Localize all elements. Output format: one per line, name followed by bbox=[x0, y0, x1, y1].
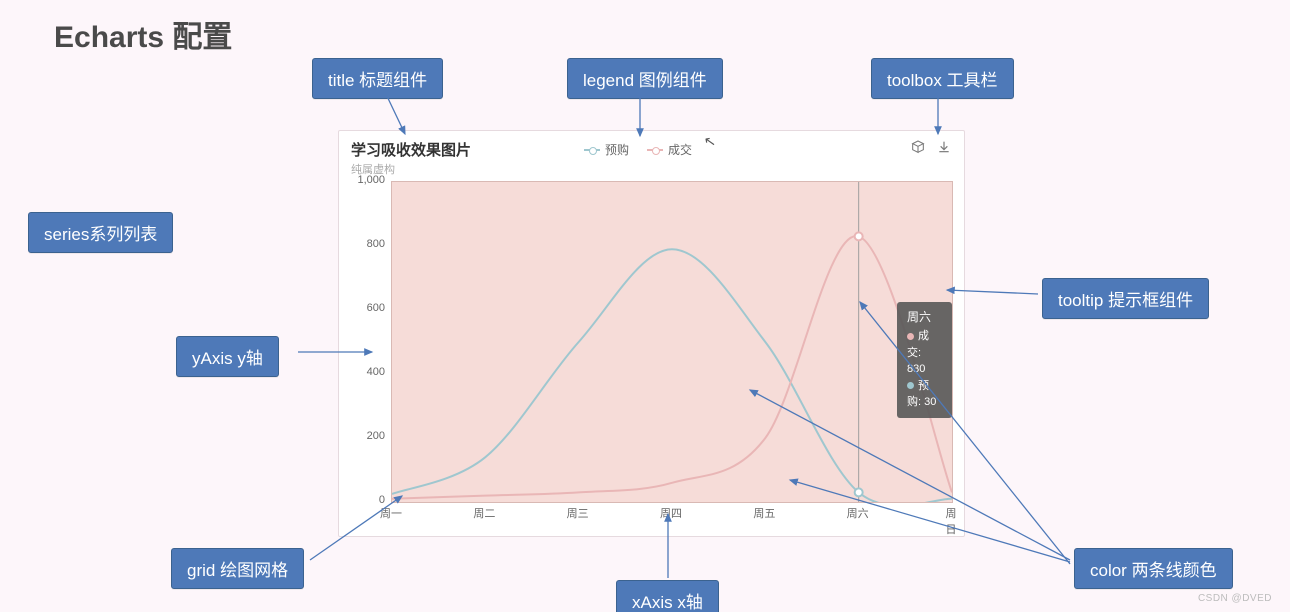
tooltip-title: 周六 bbox=[907, 308, 942, 326]
page-title: Echarts 配置 bbox=[54, 12, 232, 56]
plot-svg bbox=[392, 182, 952, 502]
chart-card: 学习吸收效果图片 纯属虚构 预购 成交 ↖ bbox=[338, 130, 965, 537]
legend-label-1: 成交 bbox=[668, 141, 692, 158]
tooltip-dot-1 bbox=[907, 382, 914, 389]
tooltip-row-0: 成交: 830 bbox=[907, 328, 942, 378]
legend-marker-1 bbox=[647, 146, 663, 154]
legend-label-0: 预购 bbox=[605, 141, 629, 158]
legend-item-0[interactable]: 预购 bbox=[584, 141, 629, 158]
callout-grid: grid 绘图网格 bbox=[171, 548, 304, 589]
toolbox bbox=[910, 139, 952, 155]
xtick-label: 周六 bbox=[847, 505, 869, 521]
tooltip-dot-0 bbox=[907, 333, 914, 340]
xtick-label: 周四 bbox=[660, 505, 682, 521]
callout-series: series系列列表 bbox=[28, 212, 173, 253]
watermark: CSDN @DVED bbox=[1198, 593, 1272, 604]
ytick-label: 600 bbox=[351, 302, 385, 314]
xtick-label: 周日 bbox=[945, 505, 958, 537]
ytick-label: 800 bbox=[351, 238, 385, 250]
cursor-icon: ↖ bbox=[703, 132, 718, 151]
chart-title: 学习吸收效果图片 bbox=[351, 139, 471, 160]
callout-color: color 两条线颜色 bbox=[1074, 548, 1233, 589]
callout-xaxis: xAxis x轴 bbox=[616, 580, 719, 612]
ytick-label: 400 bbox=[351, 366, 385, 378]
tooltip: 周六 成交: 830 预购: 30 bbox=[897, 302, 952, 418]
legend-item-1[interactable]: 成交 bbox=[647, 141, 692, 158]
xtick-label: 周一 bbox=[380, 505, 402, 521]
cube-icon[interactable] bbox=[910, 139, 926, 155]
download-icon[interactable] bbox=[936, 139, 952, 155]
xtick-label: 周三 bbox=[567, 505, 589, 521]
legend[interactable]: 预购 成交 bbox=[584, 141, 692, 158]
callout-title: title 标题组件 bbox=[312, 58, 443, 99]
xtick-label: 周二 bbox=[473, 505, 495, 521]
callout-tooltip: tooltip 提示框组件 bbox=[1042, 278, 1209, 319]
tooltip-row-1: 预购: 30 bbox=[907, 378, 942, 411]
callout-toolbox: toolbox 工具栏 bbox=[871, 58, 1014, 99]
callout-yaxis: yAxis y轴 bbox=[176, 336, 279, 377]
plot-area[interactable]: 周六 成交: 830 预购: 30 bbox=[391, 181, 953, 503]
xtick-label: 周五 bbox=[753, 505, 775, 521]
callout-legend: legend 图例组件 bbox=[567, 58, 723, 99]
ytick-label: 1,000 bbox=[351, 174, 385, 186]
ytick-label: 200 bbox=[351, 430, 385, 442]
legend-marker-0 bbox=[584, 146, 600, 154]
